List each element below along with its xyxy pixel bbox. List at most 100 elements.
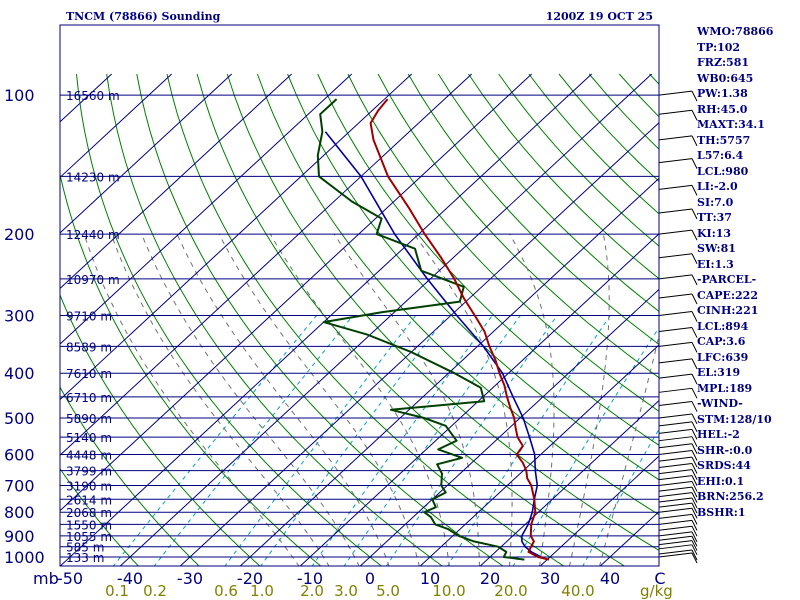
- wind-barb-flag: [691, 549, 698, 561]
- wind-barb-flag: [691, 520, 698, 531]
- wind-barb-flag: [691, 492, 698, 503]
- wind-barb-flag: [691, 508, 698, 519]
- height-label: 6710 m: [66, 391, 112, 405]
- wind-barb-shaft: [658, 549, 693, 555]
- index-line: CINH:221: [697, 304, 759, 317]
- wind-barb-shaft: [658, 310, 693, 316]
- wind-barb-flag: [691, 536, 698, 547]
- height-label: 5890 m: [66, 412, 112, 426]
- wind-barb-shaft: [658, 253, 693, 259]
- wind-barb-shaft: [658, 469, 693, 475]
- index-line: PW:1.38: [697, 87, 748, 100]
- mixing-ratio-label: 40.0: [561, 582, 594, 600]
- moist-adiabat: [141, 233, 360, 566]
- isotherm: [60, 73, 233, 234]
- wind-barb-shaft: [658, 456, 693, 462]
- mixing-ratio-line: [112, 315, 317, 566]
- wind-barb: [658, 535, 698, 547]
- wind-barb-flag: [691, 421, 698, 433]
- index-line: HEL:-2: [697, 428, 740, 441]
- height-label: 10970 m: [66, 273, 120, 287]
- moist-adiabat: [110, 233, 330, 566]
- wind-barb: [658, 327, 698, 338]
- wind-barb: [658, 253, 698, 264]
- height-label: 8589 m: [66, 340, 112, 354]
- index-line: MPL:189: [697, 381, 753, 395]
- height-label: 1055 m: [66, 530, 112, 544]
- mixing-ratio-line: [153, 315, 354, 566]
- wind-barb-shaft: [658, 507, 693, 513]
- wind-barb: [658, 341, 698, 353]
- isotherm: [239, 177, 659, 566]
- temperature-tick-label: 20: [480, 569, 500, 588]
- wind-barb: [658, 486, 698, 498]
- mixing-ratio-label: 0.6: [214, 582, 238, 600]
- wind-barb: [658, 469, 698, 480]
- height-label: 7610 m: [66, 367, 112, 381]
- wind-barb: [658, 208, 698, 220]
- wind-barb-flag: [691, 456, 698, 468]
- wind-barb: [658, 90, 698, 102]
- height-label: 12440 m: [66, 228, 120, 242]
- wind-barb: [658, 135, 698, 147]
- wind-barb-shaft: [658, 497, 693, 503]
- mixing-ratio-line: [447, 315, 611, 566]
- wind-barb: [658, 507, 698, 519]
- temperature-tick-label: -50: [57, 569, 83, 588]
- wind-barb-flag: [691, 158, 698, 169]
- wind-barb-shaft: [658, 274, 693, 280]
- temperature-tick-label: -10: [297, 569, 323, 588]
- isotherm: [479, 399, 659, 566]
- index-line: CAP:3.6: [697, 335, 746, 348]
- wind-barb: [658, 310, 698, 322]
- wind-barb-flag: [691, 135, 698, 147]
- wind-barb-flag: [691, 436, 698, 447]
- wind-barb-shaft: [658, 401, 693, 407]
- wind-barb: [658, 401, 698, 412]
- mixing-ratio-line: [343, 315, 521, 566]
- index-line: MAXT:34.1: [697, 118, 765, 131]
- valid-time: 1200Z 19 OCT 25: [546, 10, 653, 23]
- temperature-tick-label: -30: [177, 569, 203, 588]
- pressure-tick-label: 900: [4, 527, 35, 546]
- wind-barb-shaft: [658, 135, 693, 141]
- wind-barb-flag: [691, 514, 698, 525]
- wind-barb-shaft: [658, 436, 693, 442]
- wind-barb-flag: [691, 388, 698, 399]
- wind-barb-flag: [691, 311, 698, 322]
- index-line: STM:128/10: [697, 412, 772, 426]
- mixing-ratio-label: 20.0: [494, 582, 527, 600]
- index-line: KI:13: [697, 226, 732, 240]
- wind-barb-flag: [691, 544, 698, 556]
- pressure-tick-label: 400: [4, 364, 35, 383]
- sounding-curves: [316, 98, 550, 561]
- wind-barb-shaft: [658, 480, 693, 486]
- wind-barb: [658, 428, 698, 440]
- wind-barb: [658, 358, 698, 370]
- wind-barb-flag: [691, 342, 698, 353]
- isotherm: [60, 73, 473, 456]
- index-line: SI:7.0: [697, 195, 734, 209]
- temperature-tick-label: 30: [540, 569, 560, 588]
- isotherm: [60, 73, 533, 512]
- pressure-tick-label: 300: [4, 306, 35, 325]
- wind-barb: [658, 552, 698, 564]
- index-line: TH:5757: [697, 133, 751, 147]
- height-label: 3799 m: [66, 465, 112, 479]
- index-line: BSHR:1: [697, 505, 746, 519]
- wind-barb-shaft: [658, 293, 693, 299]
- wind-barb-flag: [691, 469, 698, 480]
- wind-barb: [658, 531, 698, 543]
- pressure-tick-label: 100: [4, 86, 35, 105]
- wind-barb-shaft: [658, 341, 693, 347]
- plot-frame: [59, 24, 660, 567]
- index-line: L57:6.4: [697, 149, 744, 162]
- pressure-tick-label: 700: [4, 476, 35, 495]
- wind-barb: [658, 274, 698, 286]
- isotherm: [60, 73, 293, 290]
- mixing-ratio-label: 0.1: [105, 582, 129, 600]
- wind-barb-flag: [691, 253, 698, 264]
- wind-barb-flag: [691, 443, 698, 454]
